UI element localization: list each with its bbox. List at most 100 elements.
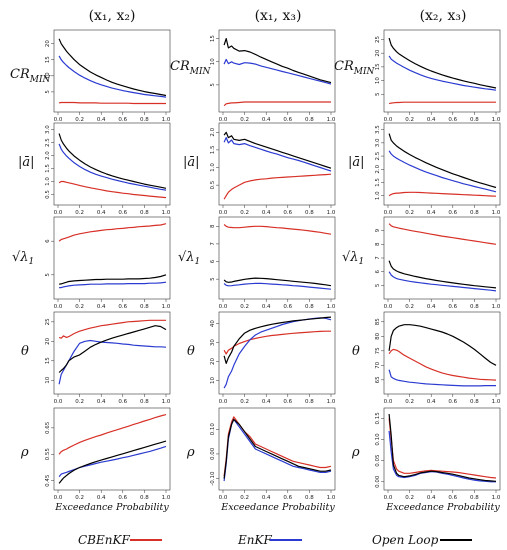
panel-r5-c3-x-tick-label: 0.0: [384, 495, 393, 501]
panel-r4-c3-y-tick-label: 75: [375, 347, 381, 354]
row-label-cr-main-3: CR: [334, 59, 354, 74]
panel-r4-c3-x-tick-label: 0.4: [427, 399, 436, 405]
panel-r3-c2-line-open-loop: [223, 277, 332, 287]
panel-r1-c2-line-open-loop: [223, 37, 332, 84]
panel-r2-c3-x-tick-label: 0.0: [384, 210, 393, 216]
panel-r4-c3-x-tick-label: 0.0: [384, 399, 393, 405]
panel-r3-c3-y-tick-label: 8: [375, 242, 381, 246]
panel-r2-c1: 0.0 0.2 0.4 0.6 0.8 1.0 0.5 1.0 1.5 2.0 2.5 3.0: [45, 122, 171, 216]
panel-r5-c1-line-open-loop: [58, 440, 167, 484]
panel-r4-c2-line-open-loop: [223, 316, 332, 364]
panel-r4-c3-x-tick-label: 0.8: [470, 399, 479, 405]
panel-r1-c3-y-tick-label: 15: [375, 63, 381, 70]
panel-r4-c2-y-tick-label: 10: [210, 377, 216, 384]
panel-r4-c1-x-tick-label: 0.6: [118, 399, 127, 405]
panel-r5-c3-x-tick-label: 0.2: [405, 495, 414, 501]
panel-r2-c3-x-tick-label: 1.0: [492, 210, 501, 216]
row-label-sqrt-3: √: [342, 250, 351, 265]
panel-r1-c2-frame: [218, 29, 336, 113]
panel-r4-c2-x-tick-label: 0.8: [305, 399, 314, 405]
panel-r4-c1-line-open-loop: [58, 325, 167, 373]
panel-r5-c1-y-tick-label: 0.55: [45, 448, 51, 461]
row-label-lambda-sub-3: 1: [359, 257, 365, 267]
panel-r3-c3-line-enkf: [388, 271, 497, 292]
panel-r5-c1-x-tick-label: 0.2: [75, 495, 84, 501]
panel-r2-c1-x-tick-label: 0.0: [54, 210, 63, 216]
row-label-lambda: √λ1: [12, 250, 34, 267]
row-label-cr-2: CRMIN: [170, 59, 212, 77]
panel-r4-c2: 0.0 0.2 0.4 0.6 0.8 1.0 10 20 30 40: [210, 311, 336, 405]
panel-r4-c3-x-tick-label: 0.6: [448, 399, 457, 405]
row-label-lambda-sub: 1: [29, 257, 35, 267]
panel-r1-c2-x-tick-label: 0.8: [305, 117, 314, 123]
panel-r5-c2-x-tick-label: 1.0: [327, 495, 336, 501]
row-label-lambda-main-3: λ: [349, 250, 358, 265]
panel-r1-c1-x-tick-label: 0.6: [118, 117, 127, 123]
panel-r5-c2-x-tick-label: 0.6: [283, 495, 292, 501]
panel-r5-c3-x-tick-label: 1.0: [492, 495, 501, 501]
panel-r2-c1-y-tick-label: 1.0: [45, 177, 51, 186]
panel-r4-c3-line-open-loop: [388, 324, 497, 366]
panel-r1-c3-x-tick-label: 1.0: [492, 117, 501, 123]
panel-r5-c2-y-tick-label: -0.10: [210, 471, 216, 486]
panel-r4-c3-x-tick-label: 0.2: [405, 399, 414, 405]
panel-r3-c2-y-tick-label: 5: [210, 277, 216, 281]
panel-r2-c1-y-tick-label: 0.5: [45, 190, 51, 199]
panel-r4-c2-x-tick-label: 1.0: [327, 399, 336, 405]
panel-r1-c1-x-tick-label: 0.2: [75, 117, 84, 123]
row-label-theta-3: θ: [352, 344, 360, 359]
panel-r2-c1-line-cbenkf: [58, 180, 167, 199]
panel-r1-c1-y-tick-label: 10: [45, 72, 51, 79]
panel-r2-c3-line-open-loop: [388, 133, 497, 189]
column-title-2: (x₁, x₃): [255, 8, 302, 24]
panel-r5-c2-y-tick-label: 0.00: [210, 447, 216, 460]
panel-r3-c3-y-tick-label: 7: [375, 256, 381, 260]
panel-r4-c2-x-tick-label: 0.6: [283, 399, 292, 405]
panel-r4-c2-line-enkf: [223, 317, 332, 389]
panel-r3-c1: 0.0 0.2 0.4 0.6 0.8 1.0 5 6: [45, 216, 171, 310]
panel-r4-c3-y-tick-label: 65: [375, 376, 381, 383]
panel-r3-c2: 0.0 0.2 0.4 0.6 0.8 1.0 5 6 7 8: [210, 216, 336, 310]
panel-r2-c2-x-tick-label: 0.0: [219, 210, 228, 216]
panel-r5-c3-line-enkf: [388, 430, 496, 483]
row-labels: CRMIN |ā| √λ1 θ ρ CRMIN |ā| √λ1 θ ρ CRMI…: [10, 59, 376, 460]
panel-r5-c1-x-tick-label: 0.6: [118, 495, 127, 501]
panel-r1-c3-line-open-loop: [388, 37, 497, 89]
panel-r5-c1-line-cbenkf: [58, 414, 167, 455]
panel-r5-c1-x-tick-label: 0.8: [140, 495, 149, 501]
panel-r3-c1-x-tick-label: 0.6: [118, 304, 127, 310]
panel-r3-c3-x-tick-label: 0.6: [448, 304, 457, 310]
panel-r5-c2-x-tick-label: 0.4: [262, 495, 271, 501]
panel-r3-c2-line-enkf: [223, 282, 332, 290]
panel-r4-c3-y-tick-label: 70: [375, 361, 381, 368]
panel-r3-c2-x-tick-label: 0.6: [283, 304, 292, 310]
row-label-rho: ρ: [20, 445, 29, 460]
panel-r5-c2-line-cbenkf: [223, 416, 332, 477]
row-label-rho-2: ρ: [186, 445, 195, 460]
panel-r2-c1-x-tick-label: 1.0: [162, 210, 171, 216]
panel-r2-c1-line-enkf: [58, 143, 167, 191]
panel-r2-c2-y-tick-label: 1.5: [210, 145, 216, 154]
panel-r1-c3-y-tick-label: 25: [375, 35, 381, 42]
panel-r3-c2-y-tick-label: 6: [210, 259, 216, 263]
panel-r2-c3-y-tick-label: 1.5: [375, 178, 381, 187]
panel-r1-c2-x-tick-label: 0.0: [219, 117, 228, 123]
panel-r2-c2-y-tick-label: 2.0: [210, 127, 216, 136]
legend-label-open-loop: Open Loop: [372, 533, 439, 547]
legend-label-cbenkf: CBEnKF: [78, 533, 130, 547]
panel-r3-c1-y-tick-label: 6: [45, 239, 51, 243]
panel-r3-c1-frame: [53, 216, 171, 300]
x-axis-label-3: Exceedance Probability: [385, 502, 500, 513]
panel-r2-c2-x-tick-label: 0.8: [305, 210, 314, 216]
panel-r1-c1-y-tick-label: 5: [45, 90, 51, 94]
panel-r4-c1-y-tick-label: 20: [45, 337, 51, 344]
panel-r3-c2-x-tick-label: 1.0: [327, 304, 336, 310]
panel-r2-c1-x-tick-label: 0.4: [97, 210, 106, 216]
panel-r2-c3-y-tick-label: 3.5: [375, 125, 381, 134]
panel-r1-c2-line-enkf: [223, 58, 332, 85]
panel-r4-c2-x-tick-label: 0.2: [240, 399, 249, 405]
panel-r1-c2: 0.0 0.2 0.4 0.6 0.8 1.0 5 10 15: [210, 29, 336, 123]
panel-r1-c3-y-tick-label: 5: [375, 92, 381, 96]
panel-r3-c2-x-tick-label: 0.8: [305, 304, 314, 310]
